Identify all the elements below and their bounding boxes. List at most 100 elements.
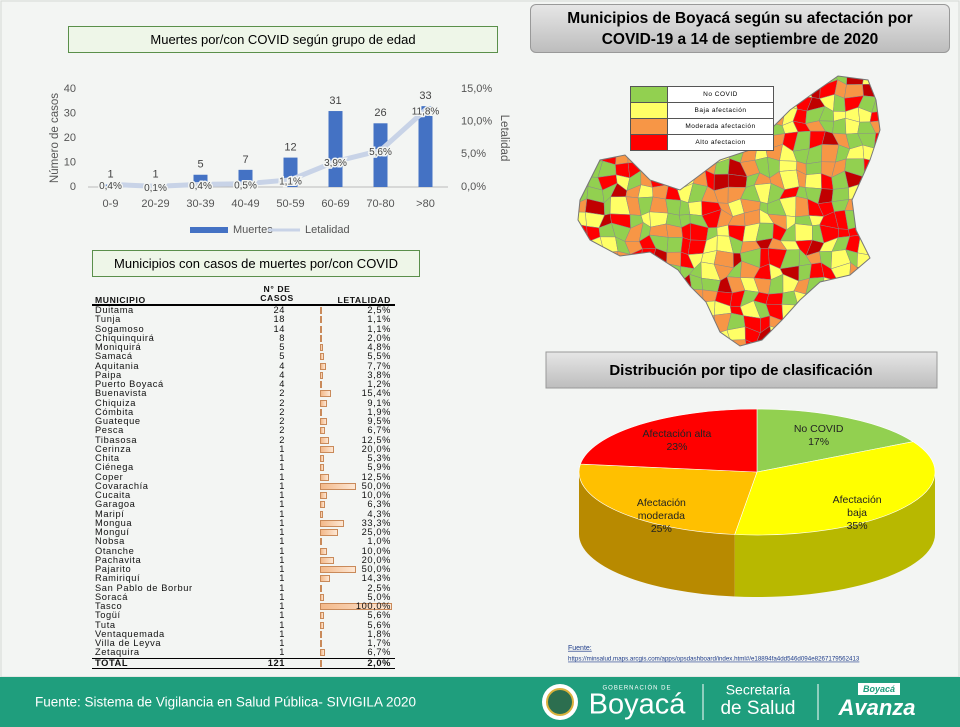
map-region [601,91,617,107]
map-region [871,277,880,296]
map-region [870,197,880,216]
table-row: Paipa 4 3,8% [92,370,395,380]
casos: 2 [279,416,285,426]
municipio: Chita [95,453,120,463]
x-tick-label: 20-29 [141,198,169,210]
map-region [613,300,627,321]
x-tick-label: 50-59 [276,198,304,210]
data-bar [320,538,322,546]
casos: 1 [279,471,285,482]
map-region [662,278,681,292]
map-region [588,300,603,321]
map-region [857,315,879,333]
map-region [832,300,850,320]
map-region [664,315,684,329]
source-url[interactable]: https://minsalud.maps.arcgis.com/apps/op… [568,656,860,663]
map-region [583,327,605,345]
casos: 8 [279,332,285,343]
table-row: Tuta 1 5,6% [92,619,395,630]
data-bar [320,566,356,573]
map-region [870,186,880,203]
bar-value-label: 7 [242,154,248,166]
casos: 14 [273,323,285,334]
map-region [832,289,852,302]
source-label: Fuente: [568,645,592,652]
letalidad: 5,6% [367,610,391,621]
letalidad: 100,0% [355,601,391,611]
casos: 1 [279,490,285,500]
map-region [668,76,683,86]
table-row: Villa de Leyva 1 1,7% [92,638,395,648]
map-region [585,265,604,282]
map-region [654,314,668,329]
slogan-top: Boyacá [863,684,895,694]
map-region [871,253,880,269]
map-region [578,250,589,266]
letalidad: 5,3% [367,453,391,463]
map-region [628,264,644,281]
data-bar [320,362,326,370]
map-region [808,318,825,334]
casos: 1 [279,499,285,510]
legend-label: Baja afectación [694,107,747,114]
map-region [600,78,617,100]
table-row: Maripí 1 4,3% [92,509,395,519]
data-bar [320,649,325,657]
casos: 1 [279,601,285,611]
map-region [792,76,811,84]
municipio: Garagoa [95,499,136,510]
casos: 1 [279,453,285,463]
casos: 1 [279,619,285,630]
map-region [691,76,710,86]
map-region [797,304,812,321]
y2-axis-title: Letalidad [498,115,510,162]
casos: 18 [273,314,285,325]
y2-tick-label: 15,0% [461,83,492,95]
letalidad: 1,9% [367,406,391,417]
y2-tick-label: 0,0% [461,181,486,193]
x-tick-label: 0-9 [103,198,119,210]
map-region [641,291,651,302]
map-region [678,76,693,86]
letalidad: 33,3% [361,517,391,528]
map-region [679,148,696,166]
table-row: Ramiriquí 1 14,3% [92,573,395,584]
map-region [611,313,626,332]
casos: 2 [279,434,285,445]
letalidad: 10,0% [361,490,391,500]
data-bar [320,492,328,499]
map-region [637,184,654,199]
casos: 1 [279,564,285,574]
bar-title: Muertes por/con COVID según grupo de eda… [68,26,498,53]
legend-label: Letalidad [305,224,350,236]
table-row: Cómbita 2 1,9% [92,406,395,417]
map-region [613,131,628,152]
municipio: Ramiriquí [95,573,141,584]
casos: 2 [279,388,285,399]
data-bar [320,464,325,472]
letalidad: 14,3% [361,573,391,584]
table: MUNICIPIO N° DE CASOS LETALIDAD Duitama 24 2,… [92,285,395,669]
map-region [835,278,852,293]
map-region [601,106,615,124]
y-tick-label: 20 [64,132,76,144]
letalidad: 20,0% [361,554,391,565]
map-region [794,223,813,242]
pie-slice [578,463,758,535]
letalidad: 1,7% [367,638,391,648]
casos: 1 [279,527,285,537]
data-bar [320,529,338,536]
map-region [687,200,703,216]
map-region [578,81,590,98]
x-tick-label: 60-69 [321,198,349,210]
x-tick-label: 70-80 [366,198,394,210]
municipio: Zetaquira [95,647,140,658]
map-region [856,264,878,280]
map-region [612,119,629,136]
map-region [823,325,840,344]
casos: 1 [279,462,285,473]
map-region [648,288,665,306]
casos: 1 [279,628,285,639]
table-row: Zetaquira 1 6,7% [92,647,395,658]
data-bar [320,445,335,453]
